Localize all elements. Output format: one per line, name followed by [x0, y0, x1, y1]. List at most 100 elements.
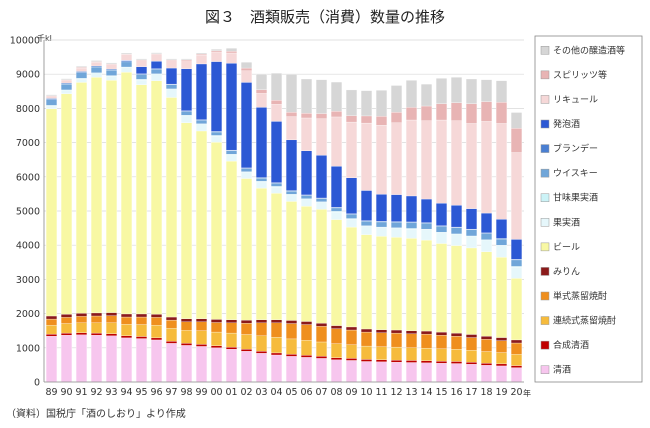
x-tick-label: 11 — [375, 387, 387, 398]
bar-segment — [330, 110, 343, 118]
bar-segment — [165, 319, 178, 329]
x-tick-label: 05 — [285, 387, 297, 398]
bar-segment — [195, 120, 208, 124]
bar-segment — [270, 100, 283, 105]
legend-box — [534, 35, 643, 383]
bar-segment — [195, 344, 208, 347]
bar-segment — [450, 332, 463, 337]
bar-segment — [105, 76, 118, 81]
bar-segment — [435, 226, 448, 233]
bar-segment — [345, 214, 358, 219]
legend-swatch — [540, 316, 550, 325]
bar-segment — [135, 338, 148, 383]
legend-swatch — [540, 119, 550, 129]
bar-segment — [345, 360, 358, 383]
bar-segment — [60, 323, 73, 334]
bar-segment — [195, 321, 208, 331]
bar-segment — [450, 363, 463, 383]
bar-segment — [180, 111, 193, 116]
bar-segment — [405, 80, 418, 108]
legend-label: 発泡酒 — [553, 118, 580, 130]
bar-segment — [225, 346, 238, 350]
bar-segment — [210, 135, 223, 143]
bar-segment — [315, 79, 328, 114]
bar-segment — [390, 85, 403, 113]
bar-segment — [420, 330, 433, 335]
legend-label: みりん — [553, 266, 580, 277]
bar-segment — [135, 79, 148, 85]
bar-segment — [270, 319, 283, 323]
legend-swatch — [540, 95, 550, 104]
bar-segment — [180, 343, 193, 346]
x-tick-label: 07 — [315, 387, 327, 398]
bar-segment — [120, 54, 133, 61]
bar-segment — [360, 328, 373, 333]
bar-segment — [405, 362, 418, 383]
bar-segment — [90, 73, 103, 78]
bar-segment — [135, 58, 148, 60]
bar-segment — [450, 336, 463, 350]
bar-segment — [60, 317, 73, 324]
legend-swatch — [540, 168, 550, 178]
bar-segment — [435, 232, 448, 244]
bar-segment — [465, 123, 478, 209]
bar-segment — [495, 257, 508, 338]
bar-segment — [75, 313, 88, 317]
bar-segment — [420, 120, 433, 200]
bar-segment — [330, 359, 343, 383]
bar-segment — [390, 346, 403, 361]
source-note: （資料）国税庁「酒のしおり」より作成 — [6, 407, 186, 420]
bar-segment — [225, 52, 238, 64]
bar-segment — [480, 240, 493, 252]
bar-segment — [465, 334, 478, 338]
bar-segment — [165, 341, 178, 344]
bar-segment — [420, 105, 433, 121]
bar-segment — [105, 333, 118, 336]
bar-segment — [405, 119, 418, 197]
x-tick-label: 17 — [465, 387, 477, 398]
bar-segment — [240, 70, 253, 83]
bar-segment — [300, 113, 313, 119]
bar-segment — [300, 340, 313, 356]
x-tick-label: 19 — [495, 387, 507, 398]
bar-segment — [240, 351, 253, 383]
bar-segment — [420, 360, 433, 363]
bar-segment — [45, 108, 58, 317]
bar-segment — [255, 74, 268, 90]
bar-segment — [465, 103, 478, 124]
bar-segment — [390, 112, 403, 123]
bar-segment — [90, 312, 103, 317]
bar-segment — [255, 107, 268, 178]
bar-segment — [270, 354, 283, 383]
bar-segment — [495, 123, 508, 220]
legend-label: ウイスキー — [553, 168, 598, 179]
bar-segment — [390, 332, 403, 348]
bar-segment — [315, 118, 328, 156]
bar-segment — [240, 168, 253, 172]
y-tick-label: 8000 — [16, 104, 40, 115]
bar-segment — [300, 206, 313, 322]
legend-label: 果実酒 — [553, 216, 580, 228]
bar-segment — [330, 81, 343, 112]
bar-segment — [345, 177, 358, 214]
bar-segment — [435, 363, 448, 383]
bar-segment — [120, 52, 133, 55]
bar-segment — [240, 172, 253, 179]
bar-segment — [225, 51, 238, 54]
bar-segment — [420, 198, 433, 223]
bar-segment — [330, 328, 343, 344]
bar-segment — [495, 245, 508, 258]
bar-segment — [180, 318, 193, 322]
bar-segment — [315, 341, 328, 357]
bar-segment — [450, 102, 463, 121]
bar-segment — [510, 239, 523, 260]
bar-segment — [510, 278, 523, 341]
bar-segment — [270, 73, 283, 101]
bar-segment — [300, 195, 313, 199]
x-tick-label: 93 — [105, 387, 117, 398]
bar-segment — [165, 60, 178, 69]
bar-segment — [465, 247, 478, 335]
bar-segment — [45, 96, 58, 99]
bar-segment — [480, 351, 493, 364]
